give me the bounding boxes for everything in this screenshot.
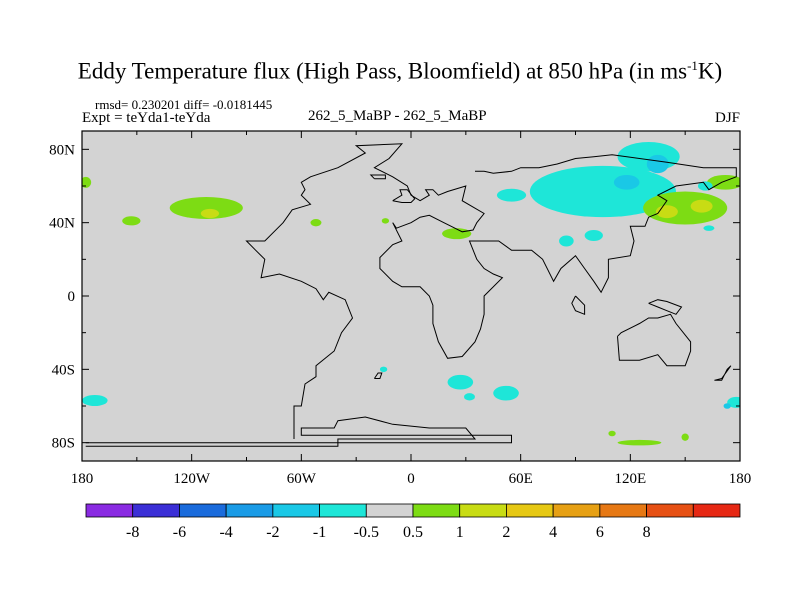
x-tick-label: 60E bbox=[509, 471, 533, 487]
stats-line: rmsd= 0.230201 diff= -0.0181445 bbox=[95, 97, 273, 112]
colorbar-swatch bbox=[225, 503, 274, 518]
season-label: DJF bbox=[714, 110, 740, 126]
colorbar-swatch bbox=[692, 503, 741, 518]
x-tick-label: 180 bbox=[729, 471, 752, 487]
x-tick-label: 0 bbox=[407, 471, 415, 487]
y-tick-label: 80N bbox=[49, 142, 75, 158]
coastline bbox=[245, 143, 737, 439]
plot-content bbox=[82, 142, 740, 447]
anomaly-region bbox=[493, 385, 519, 401]
anomaly-region bbox=[529, 165, 677, 218]
colorbar-label: -6 bbox=[173, 524, 186, 541]
anomaly-region bbox=[613, 175, 640, 190]
anomaly-region bbox=[697, 181, 713, 191]
colorbar-swatch bbox=[552, 503, 601, 518]
y-tick-label: 40S bbox=[52, 362, 75, 378]
anomaly-region bbox=[584, 230, 603, 241]
colorbar-label: 0.5 bbox=[403, 524, 423, 541]
coastline bbox=[617, 313, 692, 367]
colorbar-swatch bbox=[272, 503, 320, 518]
y-tick-label: 80S bbox=[52, 436, 75, 452]
anomaly-region bbox=[646, 154, 669, 174]
colorbar-label: 1 bbox=[456, 524, 464, 541]
anomaly-region bbox=[559, 235, 574, 247]
colorbar-swatch bbox=[599, 503, 647, 518]
anomaly-region bbox=[200, 208, 220, 219]
colorbar-swatch bbox=[85, 503, 134, 518]
colorbar-swatch bbox=[132, 503, 180, 518]
colorbar-swatch bbox=[179, 503, 227, 518]
anomaly-region bbox=[82, 176, 92, 188]
anomaly-region bbox=[643, 191, 728, 225]
colorbar-swatch bbox=[646, 503, 694, 518]
anomaly-region bbox=[310, 219, 322, 227]
x-tick-label: 120W bbox=[173, 471, 211, 487]
anomaly-region bbox=[122, 216, 141, 226]
y-tick-label: 0 bbox=[68, 289, 76, 305]
case-label: 262_5_MaBP - 262_5_MaBP bbox=[308, 108, 487, 124]
anomaly-region bbox=[690, 199, 713, 213]
coastline bbox=[392, 189, 416, 203]
anomaly-region bbox=[82, 395, 108, 406]
x-tick-label: 120E bbox=[614, 471, 646, 487]
anomaly-region bbox=[617, 439, 662, 446]
x-tick-label: 180 bbox=[71, 471, 94, 487]
colorbar-label: -8 bbox=[126, 524, 139, 541]
coastline bbox=[714, 365, 732, 381]
colorbar-swatch bbox=[459, 503, 507, 518]
colorbar-swatch bbox=[319, 503, 367, 518]
colorbar-label: -1 bbox=[313, 524, 326, 541]
anomaly-region bbox=[447, 374, 474, 390]
colorbar-label: -0.5 bbox=[354, 524, 379, 541]
y-tick-label: 40N bbox=[49, 216, 75, 232]
coastline bbox=[648, 299, 683, 315]
anomaly-region bbox=[681, 433, 689, 441]
anomaly-region bbox=[608, 430, 616, 437]
colorbar-swatch bbox=[412, 503, 461, 518]
anomaly-region bbox=[169, 197, 243, 219]
anomaly-region bbox=[496, 188, 527, 202]
coastline bbox=[373, 372, 383, 379]
anomaly-region bbox=[464, 393, 475, 401]
colorbar-swatch bbox=[506, 503, 554, 518]
x-tick-label: 60W bbox=[287, 471, 317, 487]
colorbar-label: -2 bbox=[266, 524, 279, 541]
coastline bbox=[369, 174, 386, 180]
anomaly-region bbox=[442, 228, 472, 240]
colorbar-label: 6 bbox=[596, 524, 604, 541]
anomaly-region bbox=[379, 366, 388, 373]
colorbar-label: 2 bbox=[502, 524, 510, 541]
coastline bbox=[85, 416, 512, 447]
anomaly-region bbox=[703, 225, 715, 231]
experiment-label: Expt = teYda1-teYda bbox=[82, 110, 211, 126]
colorbar-label: 4 bbox=[549, 524, 557, 541]
coastline bbox=[571, 295, 586, 316]
chart-title: Eddy Temperature flux (High Pass, Bloomf… bbox=[77, 58, 723, 84]
colorbar-label: -4 bbox=[219, 524, 232, 541]
colorbar-label: 8 bbox=[643, 524, 651, 541]
anomaly-region bbox=[723, 403, 731, 409]
colorbar-swatch bbox=[365, 503, 414, 518]
anomaly-region bbox=[381, 218, 390, 224]
